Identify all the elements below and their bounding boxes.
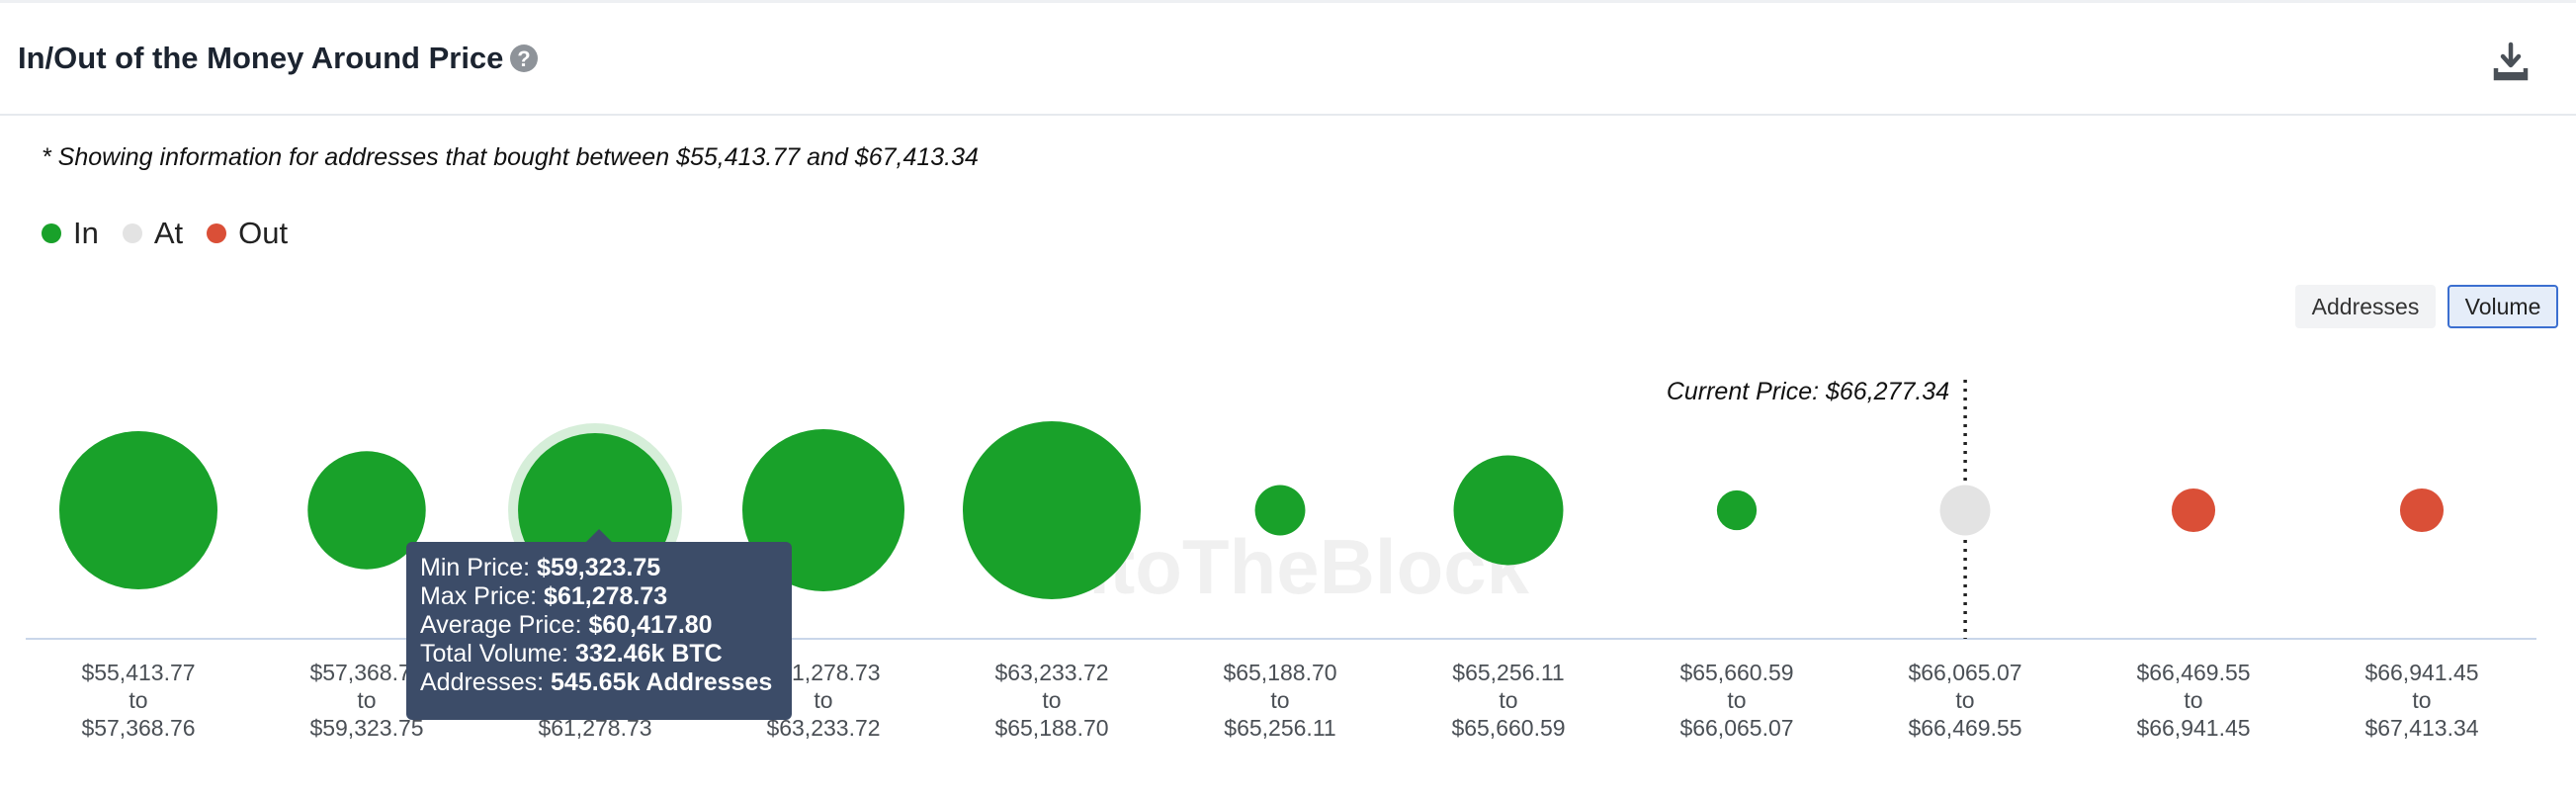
tick-label-1-2: to (129, 687, 147, 713)
tick-label-5-1: $63,233.72 (994, 660, 1108, 685)
help-icon[interactable]: ? (510, 44, 538, 72)
tick-label-2-3: $59,323.75 (309, 715, 423, 741)
bubble-1[interactable] (59, 431, 217, 589)
panel-header: In/Out of the Money Around Price ? (0, 3, 2576, 116)
tick-label-7-1: $65,256.11 (1452, 660, 1564, 685)
tooltip-avg-label: Average Price: (420, 611, 582, 639)
bubble-5[interactable] (963, 421, 1141, 599)
legend-label-at: At (153, 216, 184, 250)
tooltip-min-value: $59,323.75 (537, 554, 661, 581)
top-border (0, 0, 2576, 3)
bubble-tooltip: Min Price: $59,323.75 Max Price: $61,278… (406, 529, 792, 720)
tick-label-4-2: to (814, 687, 832, 713)
page-title: In/Out of the Money Around Price (18, 41, 504, 75)
tick-label-6-2: to (1270, 687, 1289, 713)
bubble-11[interactable] (2399, 488, 2445, 533)
bubble-10[interactable] (2171, 488, 2216, 533)
legend-label-in: In (73, 216, 99, 250)
bubble-6[interactable] (1254, 485, 1306, 536)
tooltip-addr-row: Addresses: 545.65k Addresses (420, 668, 778, 697)
tooltip-avg-row: Average Price: $60,417.80 (420, 611, 778, 640)
volume-toggle-button[interactable]: Volume (2447, 285, 2558, 328)
current-price-label: Current Price: $66,277.34 (1667, 378, 1949, 405)
tooltip-vol-label: Total Volume: (420, 640, 569, 667)
tooltip-max-label: Max Price: (420, 582, 538, 610)
tick-label-11-3: $67,413.34 (2364, 715, 2478, 741)
tick-label-8-1: $65,660.59 (1679, 660, 1793, 685)
download-icon[interactable] (2491, 41, 2531, 84)
tick-label-8-3: $66,065.07 (1679, 715, 1793, 741)
tick-label-9-1: $66,065.07 (1908, 660, 2021, 685)
tick-label-1-3: $57,368.76 (81, 715, 195, 741)
bubble-8[interactable] (1716, 489, 1758, 531)
legend-dot-out (207, 223, 227, 243)
legend-dot-at (122, 223, 142, 243)
legend-label-out: Out (238, 216, 289, 250)
tooltip-min-row: Min Price: $59,323.75 (420, 554, 778, 582)
tooltip-avg-value: $60,417.80 (588, 611, 713, 639)
tick-label-7-2: to (1499, 687, 1517, 713)
tick-label-10-2: to (2184, 687, 2202, 713)
tooltip-max-row: Max Price: $61,278.73 (420, 582, 778, 611)
tick-label-6-1: $65,188.70 (1223, 660, 1336, 685)
tick-label-6-3: $65,256.11 (1224, 715, 1335, 741)
tick-label-5-3: $65,188.70 (994, 715, 1108, 741)
bubble-7[interactable] (1453, 455, 1564, 566)
legend-dot-in (42, 223, 61, 243)
tick-label-8-2: to (1727, 687, 1746, 713)
tick-label-7-3: $65,660.59 (1451, 715, 1565, 741)
tooltip-vol-value: 332.46k BTC (575, 640, 723, 667)
range-note: * Showing information for addresses that… (42, 143, 979, 171)
legend-item-at[interactable]: At (122, 216, 184, 251)
tooltip-max-value: $61,278.73 (544, 582, 668, 610)
tick-label-11-1: $66,941.45 (2364, 660, 2478, 685)
legend: In At Out (42, 216, 311, 251)
tooltip-addr-value: 545.65k Addresses (551, 668, 773, 696)
legend-item-in[interactable]: In (42, 216, 99, 251)
tooltip-min-label: Min Price: (420, 554, 531, 581)
legend-item-out[interactable]: Out (207, 216, 288, 251)
tooltip-addr-label: Addresses: (420, 668, 545, 696)
bubble-chart: IntoTheBlock Current Price: $66,277.34$5… (26, 378, 2536, 741)
tick-label-2-1: $57,368.76 (309, 660, 423, 685)
bubble-2[interactable] (307, 451, 426, 570)
tick-label-5-2: to (1042, 687, 1061, 713)
tooltip-arrow (585, 529, 613, 543)
bubble-9[interactable] (1939, 485, 1991, 536)
tick-label-1-1: $55,413.77 (81, 660, 195, 685)
addresses-toggle-button[interactable]: Addresses (2295, 285, 2436, 328)
tooltip-vol-row: Total Volume: 332.46k BTC (420, 640, 778, 668)
tick-label-10-1: $66,469.55 (2136, 660, 2250, 685)
tick-label-9-2: to (1955, 687, 1974, 713)
tick-label-10-3: $66,941.45 (2136, 715, 2250, 741)
tick-label-11-2: to (2412, 687, 2431, 713)
tick-label-2-2: to (357, 687, 376, 713)
tick-label-9-3: $66,469.55 (1908, 715, 2021, 741)
